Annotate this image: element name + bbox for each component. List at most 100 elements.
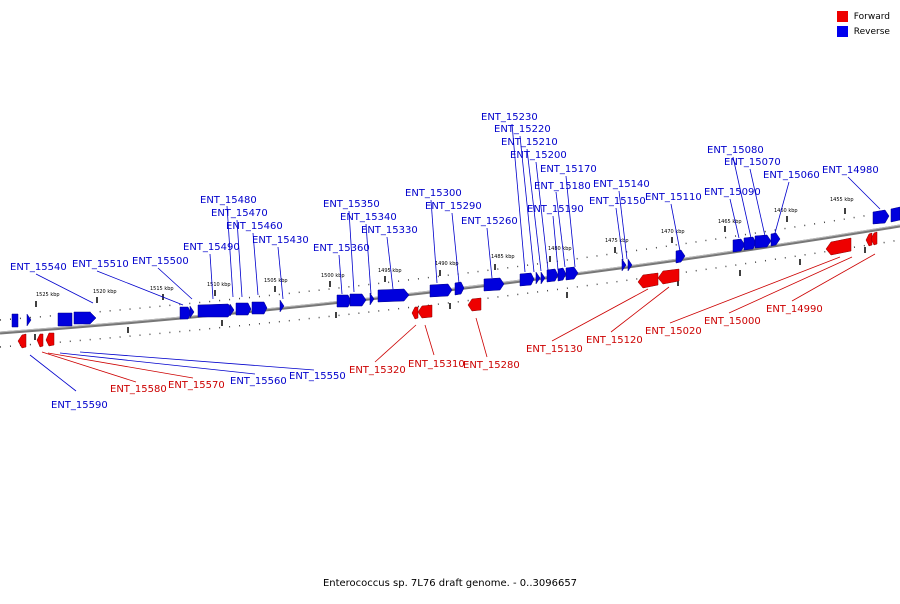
gene-arrow[interactable] bbox=[11, 313, 19, 328]
gene-arrow[interactable] bbox=[770, 232, 781, 247]
gene-arrow[interactable] bbox=[519, 272, 535, 287]
scale-label: 1475 kbp bbox=[605, 238, 629, 244]
gene-arrow[interactable] bbox=[189, 305, 195, 319]
gene-label[interactable]: ENT_15170 bbox=[540, 164, 597, 175]
gene-label[interactable]: ENT_15540 bbox=[10, 262, 67, 273]
gene-arrow[interactable] bbox=[17, 333, 27, 349]
gene-arrow[interactable] bbox=[546, 268, 559, 283]
gene-label[interactable]: ENT_15310 bbox=[408, 359, 465, 370]
gene-arrow[interactable] bbox=[890, 206, 900, 223]
gene-label[interactable]: ENT_15200 bbox=[510, 150, 567, 161]
legend-label-forward: Forward bbox=[853, 11, 890, 22]
gene-arrow[interactable] bbox=[45, 332, 55, 347]
gene-label[interactable]: ENT_15550 bbox=[289, 371, 346, 382]
gene-label[interactable]: ENT_15120 bbox=[586, 335, 643, 346]
gene-label[interactable]: ENT_15000 bbox=[704, 316, 761, 327]
gene-label[interactable]: ENT_15020 bbox=[645, 326, 702, 337]
gene-label[interactable]: ENT_15560 bbox=[230, 376, 287, 387]
gene-arrow[interactable] bbox=[865, 232, 873, 247]
forward-gene-arrows bbox=[17, 231, 878, 349]
gene-arrow[interactable] bbox=[557, 267, 567, 282]
gene-arrow[interactable] bbox=[411, 306, 419, 320]
scale-label: 1500 kbp bbox=[321, 273, 345, 279]
gene-label[interactable]: ENT_15090 bbox=[704, 187, 761, 198]
gene-arrow[interactable] bbox=[377, 288, 410, 303]
gene-label[interactable]: ENT_15110 bbox=[645, 192, 702, 203]
gene-label[interactable]: ENT_15290 bbox=[425, 201, 482, 212]
scale-labels: 1455 kbp 1460 kbp 1465 kbp 1470 kbp 1475… bbox=[36, 197, 854, 298]
gene-arrow[interactable] bbox=[535, 271, 541, 285]
gene-label[interactable]: ENT_15210 bbox=[501, 137, 558, 148]
gene-arrow[interactable] bbox=[754, 234, 772, 249]
gene-arrow[interactable] bbox=[621, 258, 627, 272]
gene-label[interactable]: ENT_15330 bbox=[361, 225, 418, 236]
gene-arrow[interactable] bbox=[732, 238, 746, 253]
forward-swatch bbox=[836, 11, 848, 22]
gene-arrow[interactable] bbox=[637, 272, 659, 289]
gene-arrow[interactable] bbox=[279, 299, 285, 313]
gene-arrow[interactable] bbox=[235, 302, 252, 316]
scale-label: 1455 kbp bbox=[830, 197, 854, 203]
scale-label: 1520 kbp bbox=[93, 289, 117, 295]
gene-label[interactable]: ENT_15260 bbox=[461, 216, 518, 227]
gene-label[interactable]: ENT_15280 bbox=[463, 360, 520, 371]
gene-label[interactable]: ENT_15060 bbox=[763, 170, 820, 181]
gene-arrow[interactable] bbox=[36, 333, 44, 348]
gene-label[interactable]: ENT_15490 bbox=[183, 242, 240, 253]
gene-arrow[interactable] bbox=[369, 292, 375, 306]
gene-arrow[interactable] bbox=[825, 237, 852, 256]
gene-label[interactable]: ENT_15460 bbox=[226, 221, 283, 232]
gene-label[interactable]: ENT_15180 bbox=[534, 181, 591, 192]
gene-label[interactable]: ENT_15350 bbox=[323, 199, 380, 210]
gene-arrow[interactable] bbox=[870, 231, 878, 246]
gene-arrow[interactable] bbox=[657, 268, 680, 285]
gene-arrow[interactable] bbox=[627, 258, 633, 272]
gene-arrow[interactable] bbox=[675, 249, 686, 264]
gene-label[interactable]: ENT_15300 bbox=[405, 188, 462, 199]
gene-arrow[interactable] bbox=[251, 301, 268, 315]
scale-label: 1460 kbp bbox=[774, 208, 798, 214]
gene-arrow[interactable] bbox=[417, 304, 433, 319]
gene-arrow[interactable] bbox=[540, 271, 546, 285]
gene-label[interactable]: ENT_15470 bbox=[211, 208, 268, 219]
gene-label[interactable]: ENT_15080 bbox=[707, 145, 764, 156]
gene-label[interactable]: ENT_15570 bbox=[168, 380, 225, 391]
gene-label[interactable]: ENT_15190 bbox=[527, 204, 584, 215]
gene-label[interactable]: ENT_15480 bbox=[200, 195, 257, 206]
gene-arrow[interactable] bbox=[57, 312, 73, 327]
gene-arrow[interactable] bbox=[743, 236, 757, 251]
gene-label[interactable]: ENT_15580 bbox=[110, 384, 167, 395]
gene-arrow[interactable] bbox=[349, 293, 367, 307]
gene-arrow[interactable] bbox=[73, 311, 97, 325]
gene-label[interactable]: ENT_15360 bbox=[313, 243, 370, 254]
gene-arrow[interactable] bbox=[429, 283, 453, 298]
gene-arrow[interactable] bbox=[454, 281, 465, 296]
scale-label: 1495 kbp bbox=[378, 268, 402, 274]
gene-arrow[interactable] bbox=[229, 303, 235, 317]
gene-label[interactable]: ENT_14990 bbox=[766, 304, 823, 315]
gene-arrow[interactable] bbox=[565, 266, 579, 281]
gene-label[interactable]: ENT_15130 bbox=[526, 344, 583, 355]
gene-arrow[interactable] bbox=[26, 313, 32, 327]
gene-label[interactable]: ENT_15510 bbox=[72, 259, 129, 270]
gene-label[interactable]: ENT_15340 bbox=[340, 212, 397, 223]
scale-label: 1515 kbp bbox=[150, 286, 174, 292]
gene-label[interactable]: ENT_15070 bbox=[724, 157, 781, 168]
gene-label[interactable]: ENT_15140 bbox=[593, 179, 650, 190]
gene-label[interactable]: ENT_15220 bbox=[494, 124, 551, 135]
gene-label[interactable]: ENT_15230 bbox=[481, 112, 538, 123]
gene-arrow[interactable] bbox=[197, 303, 235, 318]
gene-label[interactable]: ENT_15150 bbox=[589, 196, 646, 207]
forward-gene-labels: ENT_15580 ENT_15570 ENT_15320 ENT_15310 … bbox=[110, 304, 823, 395]
gene-label[interactable]: ENT_14980 bbox=[822, 165, 879, 176]
gene-arrow[interactable] bbox=[467, 297, 482, 312]
gene-arrow[interactable] bbox=[336, 294, 352, 308]
gene-arrow[interactable] bbox=[872, 209, 890, 225]
gene-label[interactable]: ENT_15320 bbox=[349, 365, 406, 376]
gene-arrow[interactable] bbox=[179, 306, 192, 320]
gene-label[interactable]: ENT_15430 bbox=[252, 235, 309, 246]
gene-label[interactable]: ENT_15500 bbox=[132, 256, 189, 267]
gene-label[interactable]: ENT_15590 bbox=[51, 400, 108, 411]
gene-arrow[interactable] bbox=[483, 277, 505, 292]
